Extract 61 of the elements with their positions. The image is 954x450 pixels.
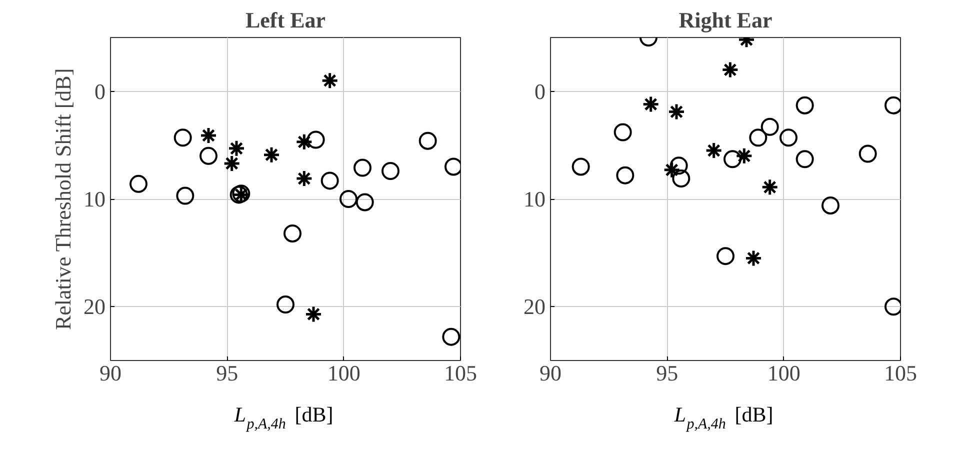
point bbox=[284, 224, 302, 242]
point bbox=[304, 305, 322, 323]
point bbox=[340, 190, 358, 208]
point bbox=[735, 147, 753, 165]
chart-title: Right Ear bbox=[678, 8, 772, 32]
point bbox=[306, 130, 325, 149]
y-tick-label: 10 bbox=[524, 186, 546, 212]
point bbox=[354, 158, 372, 177]
x-tick-label: 100 bbox=[327, 360, 360, 386]
point bbox=[176, 186, 194, 205]
point bbox=[670, 156, 688, 175]
point bbox=[761, 178, 779, 196]
point bbox=[321, 72, 339, 90]
x-tick-label: 95 bbox=[656, 360, 678, 386]
x-tick-label: 95 bbox=[216, 360, 238, 386]
point bbox=[295, 133, 313, 151]
point bbox=[724, 150, 742, 168]
chart-title: Left Ear bbox=[245, 8, 326, 32]
point bbox=[716, 247, 734, 266]
point bbox=[642, 96, 660, 114]
point bbox=[796, 96, 814, 114]
point bbox=[442, 328, 460, 346]
y-tick-label: 10 bbox=[84, 186, 106, 212]
y-tick-label: 20 bbox=[84, 294, 106, 320]
x-tick-label: 90 bbox=[540, 360, 562, 386]
y-tick-label: 20 bbox=[524, 294, 546, 320]
point bbox=[822, 196, 840, 214]
point bbox=[356, 193, 374, 212]
x-tick-label: 105 bbox=[444, 360, 477, 386]
point bbox=[130, 174, 148, 193]
point bbox=[616, 166, 634, 184]
point bbox=[614, 123, 632, 142]
y-axis-title: Relative Threshold Shift [dB] bbox=[50, 68, 76, 330]
y-tick-label: 0 bbox=[94, 78, 106, 104]
x-tick-label: 90 bbox=[100, 360, 122, 386]
x-tick-label: 105 bbox=[884, 360, 917, 386]
point bbox=[174, 128, 192, 147]
point bbox=[744, 249, 762, 267]
point bbox=[749, 128, 768, 147]
point bbox=[295, 170, 313, 188]
point bbox=[200, 146, 218, 165]
point bbox=[705, 142, 723, 160]
point bbox=[796, 150, 814, 168]
y-tick-label: 0 bbox=[534, 78, 546, 104]
point bbox=[572, 158, 590, 176]
point bbox=[276, 296, 294, 314]
point bbox=[721, 61, 739, 79]
point bbox=[668, 103, 686, 121]
point bbox=[672, 170, 690, 188]
point bbox=[663, 161, 681, 179]
point bbox=[228, 140, 246, 158]
point bbox=[858, 144, 877, 163]
point bbox=[200, 126, 218, 144]
point bbox=[382, 162, 400, 180]
x-tick-label: 100 bbox=[767, 360, 800, 386]
point bbox=[262, 146, 280, 164]
point bbox=[760, 118, 779, 136]
point bbox=[780, 128, 798, 147]
point bbox=[320, 172, 339, 190]
point bbox=[418, 132, 437, 150]
point bbox=[223, 154, 241, 172]
